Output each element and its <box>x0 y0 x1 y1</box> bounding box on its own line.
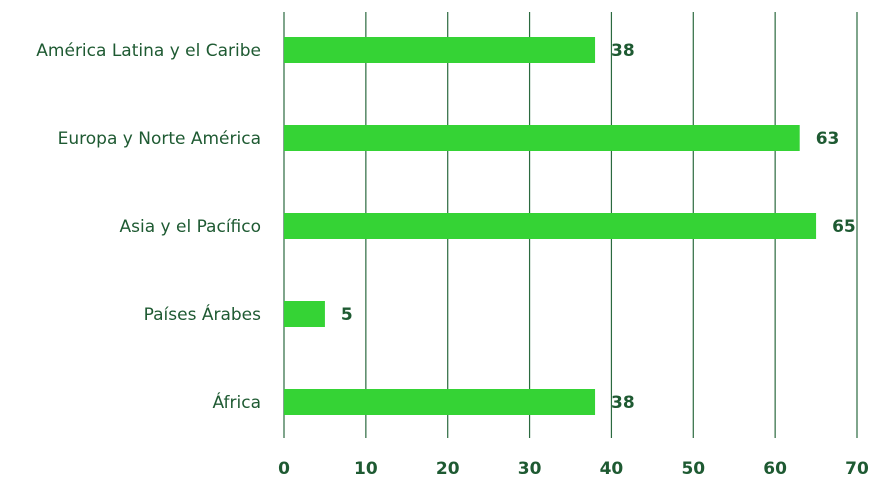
x-tick-label: 70 <box>845 459 869 478</box>
bar-layer <box>284 37 817 415</box>
category-labels: América Latina y el Caribe Europa y Nort… <box>36 41 261 413</box>
data-label: 5 <box>341 305 353 325</box>
x-tick-label: 0 <box>278 459 290 478</box>
bar <box>284 125 800 151</box>
data-label: 65 <box>832 217 856 237</box>
category-label: África <box>213 391 262 413</box>
x-axis-tick-labels: 0 10 20 30 40 50 60 70 <box>278 459 869 478</box>
data-label: 63 <box>816 129 840 149</box>
x-tick-label: 50 <box>681 459 705 478</box>
data-labels: 38 63 65 5 38 <box>341 41 856 413</box>
x-tick-label: 60 <box>763 459 787 478</box>
x-tick-label: 20 <box>436 459 460 478</box>
bar <box>284 213 817 239</box>
category-label: Europa y Norte América <box>58 129 261 149</box>
category-label: Países Árabes <box>144 303 261 325</box>
category-label: América Latina y el Caribe <box>36 41 261 61</box>
bar <box>284 37 596 63</box>
data-label: 38 <box>611 41 635 61</box>
x-tick-label: 10 <box>354 459 378 478</box>
x-tick-label: 40 <box>600 459 624 478</box>
data-label: 38 <box>611 393 635 413</box>
category-label: Asia y el Pacífico <box>119 217 261 237</box>
bar <box>284 389 596 415</box>
bar <box>284 301 325 327</box>
x-tick-label: 30 <box>518 459 542 478</box>
